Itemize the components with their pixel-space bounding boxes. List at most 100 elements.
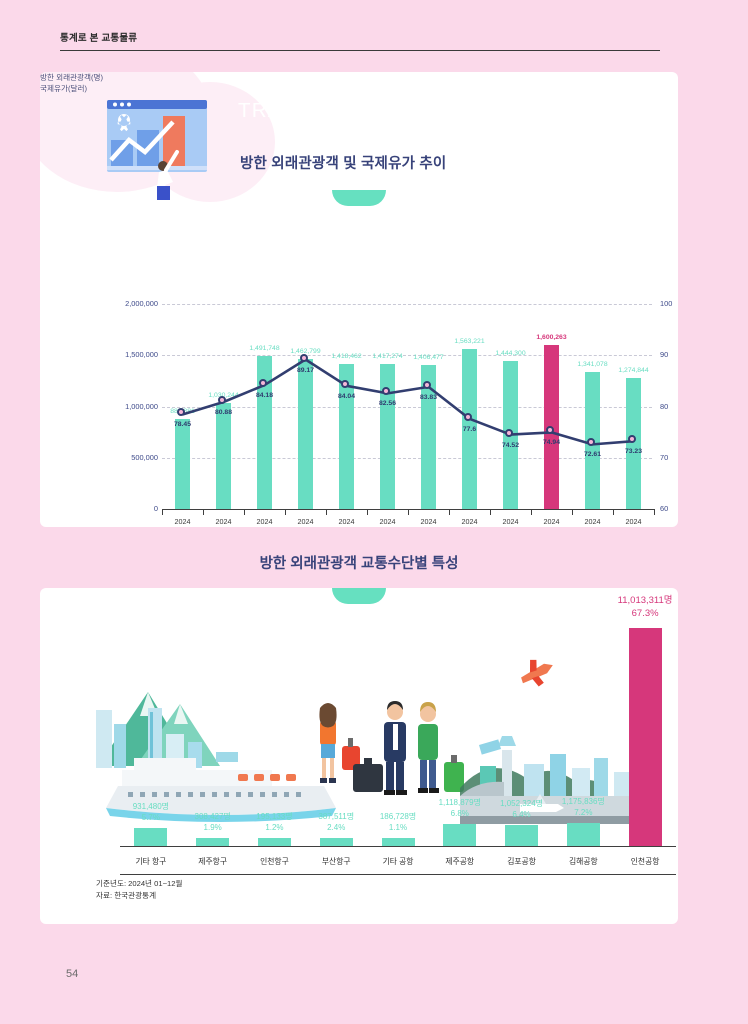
- bar-count-label: 1,052,324명: [500, 799, 544, 809]
- x-axis-bottom-rule: [120, 874, 676, 876]
- x-tick-label: 202407: [405, 517, 453, 527]
- x-axis-tick: [654, 509, 656, 515]
- y-tick-right: 100: [660, 299, 673, 308]
- line-point[interactable]: [299, 353, 308, 362]
- bar-entry-mode[interactable]: [505, 825, 539, 846]
- x-tick-label: 202409: [487, 517, 535, 527]
- bar-value-block: 308,427명 1.9%: [167, 811, 259, 833]
- card-tourists-oil: TRANSPORTATION STATISTICS 방한 외래관광객 및 국제유…: [40, 72, 678, 527]
- bar-percent-label: 6.4%: [512, 810, 531, 820]
- bar-value-label: 1,563,221: [454, 337, 485, 345]
- bar-count-label: 11,013,311명: [617, 595, 673, 606]
- x-axis-tick: [326, 509, 328, 515]
- x-axis-tick: [162, 509, 164, 515]
- x-tick-label: 202411: [569, 517, 617, 527]
- bar-tourists[interactable]: [380, 363, 395, 509]
- x-axis-tick: [490, 509, 492, 515]
- card2-notch: [332, 588, 386, 604]
- line-point[interactable]: [422, 380, 431, 389]
- x-tick-label: 202410: [528, 517, 576, 527]
- bar-percent-label: 1.9%: [203, 823, 222, 832]
- card1-notch: [332, 190, 386, 206]
- x-tick-year: 2024: [502, 517, 519, 526]
- line-point[interactable]: [504, 428, 513, 437]
- bar-tourists[interactable]: [175, 418, 190, 509]
- y-tick-left: 1,500,000: [125, 350, 158, 360]
- x-tick-label: 202401: [159, 517, 207, 527]
- x-tick-year: 2024: [379, 517, 396, 526]
- y-tick-left: 1,000,000: [125, 401, 158, 411]
- line-point[interactable]: [381, 387, 390, 396]
- bar-entry-mode[interactable]: [319, 838, 353, 846]
- card2-note-line1: 기준년도: 2024년 01~12월: [96, 879, 183, 888]
- line-point[interactable]: [463, 412, 472, 421]
- oil-value-label: 74.94: [542, 439, 560, 447]
- bar-value-block: 1,175,836명 7.2%: [537, 796, 629, 818]
- oil-value-label: 80.88: [214, 408, 232, 416]
- bar-tourists[interactable]: [216, 403, 231, 509]
- bar-value-block: 931,480명 5.7%: [105, 801, 197, 823]
- header-divider: [60, 50, 660, 52]
- card2-note: 기준년도: 2024년 01~12월 자료: 한국관광통계: [96, 878, 182, 901]
- oil-value-label: 77.6: [462, 425, 477, 433]
- bar-value-block: 186,728명 1.1%: [352, 811, 444, 833]
- bar-tourists[interactable]: [626, 378, 641, 509]
- x-axis: [120, 846, 676, 848]
- bar-count-label: 1,118,879명: [438, 797, 481, 807]
- bar-entry-mode[interactable]: [134, 827, 168, 846]
- bar-count-label: 186,728명: [379, 812, 417, 821]
- bar-value-label: 1,274,844: [618, 367, 649, 375]
- bar-count-label: 387,511명: [318, 812, 355, 821]
- oil-value-label: 78.45: [173, 421, 191, 429]
- bar-percent-label: 2.4%: [327, 823, 346, 832]
- line-point[interactable]: [176, 408, 185, 417]
- bar-entry-mode[interactable]: [566, 822, 600, 846]
- line-point[interactable]: [586, 438, 595, 447]
- line-point[interactable]: [258, 379, 267, 388]
- oil-value-label: 83.83: [419, 393, 437, 401]
- bar-value-label: 1,600,263: [536, 333, 567, 341]
- y-tick-right: 90: [660, 350, 669, 360]
- x-tick-year: 2024: [461, 517, 478, 526]
- bar-count-label: 195,133명: [256, 812, 293, 821]
- page-number: 54: [66, 968, 79, 980]
- bar-value-block: 1,052,324명 6.4%: [476, 798, 568, 820]
- gridline: [162, 304, 652, 305]
- x-tick-label: 제주공항: [445, 857, 475, 866]
- bar-value-label: 1,444,300: [495, 349, 526, 357]
- x-tick-label: 인천항구: [260, 857, 289, 866]
- y-tick-right: 60: [660, 504, 669, 513]
- oil-value-label: 72.61: [583, 451, 601, 459]
- x-tick-year: 2024: [256, 517, 273, 526]
- x-tick-label: 인천공항: [630, 857, 660, 866]
- bar-entry-mode[interactable]: [196, 838, 230, 846]
- x-tick-year: 2024: [338, 517, 355, 526]
- line-point[interactable]: [545, 426, 554, 435]
- x-tick-label: 202402: [200, 517, 248, 527]
- x-axis-tick: [244, 509, 246, 515]
- x-tick-label: 202408: [446, 517, 494, 527]
- bar-count-label: 931,480명: [132, 801, 170, 811]
- running-header: 통계로 본 교통물류: [60, 30, 660, 52]
- eyebrow-line-2: STATISTICS: [278, 122, 406, 145]
- line-point[interactable]: [627, 435, 636, 444]
- x-tick-label: 부산항구: [321, 857, 351, 866]
- x-axis-tick: [613, 509, 615, 515]
- bar-entry-mode[interactable]: [381, 838, 415, 846]
- bar-entry-mode[interactable]: [628, 628, 662, 846]
- y-tick-left: 500,000: [131, 452, 158, 462]
- y-axis-label-left: 방한 외래관광객(명): [40, 73, 104, 82]
- x-tick-label: 김해공항: [568, 857, 598, 866]
- x-axis-tick: [572, 509, 574, 515]
- x-tick-year: 2024: [420, 517, 437, 526]
- x-axis-tick: [531, 509, 533, 515]
- bar-entry-mode[interactable]: [257, 838, 291, 846]
- line-point[interactable]: [217, 395, 226, 404]
- x-tick-label: 202403: [241, 517, 289, 527]
- x-tick-label: 202406: [364, 517, 412, 527]
- line-point[interactable]: [340, 379, 349, 388]
- bar-percent-label: 7.2%: [574, 807, 593, 817]
- bar-tourists[interactable]: [298, 359, 313, 509]
- y-tick-left: 0: [153, 504, 158, 513]
- bar-entry-mode[interactable]: [443, 823, 477, 846]
